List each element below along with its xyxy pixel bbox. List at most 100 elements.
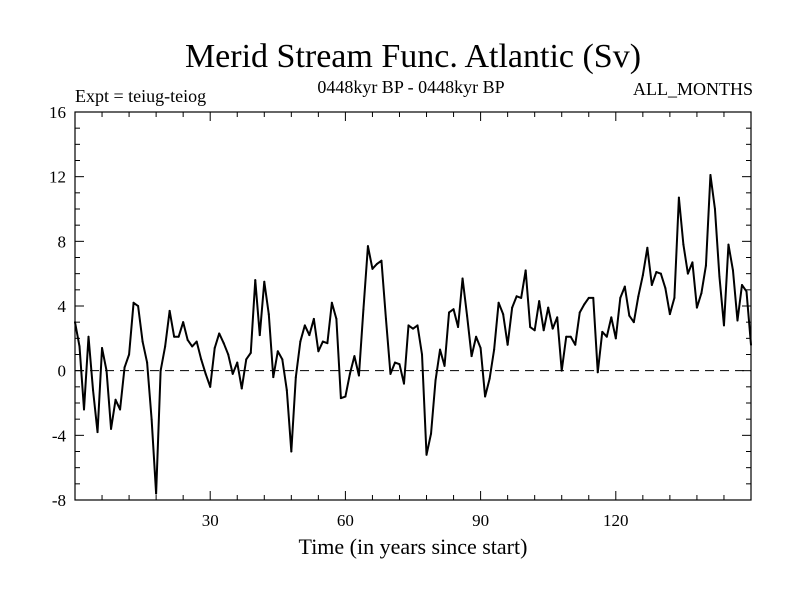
data-point bbox=[380, 259, 383, 262]
data-point bbox=[267, 313, 270, 316]
data-point bbox=[398, 363, 401, 366]
data-point bbox=[628, 314, 631, 317]
data-point bbox=[132, 301, 135, 304]
data-point bbox=[704, 264, 707, 267]
data-point bbox=[641, 274, 644, 277]
data-point bbox=[506, 343, 509, 346]
data-point bbox=[155, 492, 158, 495]
data-point bbox=[637, 295, 640, 298]
data-point bbox=[231, 372, 234, 375]
data-point bbox=[709, 174, 712, 177]
y-tick-label: -8 bbox=[52, 491, 66, 510]
data-point bbox=[466, 314, 469, 317]
data-point bbox=[213, 347, 216, 350]
data-point bbox=[218, 332, 221, 335]
data-point bbox=[362, 308, 365, 311]
x-tick-label: 60 bbox=[337, 511, 354, 530]
data-point bbox=[317, 350, 320, 353]
data-point bbox=[605, 335, 608, 338]
data-point bbox=[222, 342, 225, 345]
data-point bbox=[542, 329, 545, 332]
chart-subtitle-left: Expt = teiug-teiog bbox=[75, 86, 206, 106]
data-point bbox=[632, 321, 635, 324]
data-point bbox=[186, 338, 189, 341]
data-point bbox=[299, 340, 302, 343]
data-point bbox=[137, 305, 140, 307]
data-point bbox=[524, 269, 527, 272]
data-point bbox=[452, 308, 455, 311]
y-tick-label: -4 bbox=[52, 426, 67, 445]
data-point bbox=[731, 269, 734, 272]
x-axis-label: Time (in years since start) bbox=[299, 534, 528, 559]
data-point bbox=[538, 300, 541, 303]
data-point bbox=[551, 327, 554, 330]
data-point bbox=[484, 395, 487, 398]
data-point bbox=[123, 366, 126, 369]
data-point bbox=[511, 306, 514, 309]
data-point bbox=[520, 296, 523, 299]
y-tick-label: 4 bbox=[58, 297, 67, 316]
data-point bbox=[371, 267, 374, 270]
data-point bbox=[83, 408, 86, 411]
data-point bbox=[150, 418, 153, 421]
data-point bbox=[722, 324, 725, 327]
data-point bbox=[614, 337, 617, 340]
data-point bbox=[569, 335, 572, 338]
data-point bbox=[493, 348, 496, 351]
data-point bbox=[677, 196, 680, 199]
data-point bbox=[578, 311, 581, 314]
data-point bbox=[384, 317, 387, 320]
data-point bbox=[141, 340, 144, 343]
data-point bbox=[105, 369, 108, 372]
data-point bbox=[290, 450, 293, 453]
y-tick-label: 0 bbox=[58, 362, 67, 381]
data-point bbox=[254, 279, 257, 282]
data-point bbox=[303, 324, 306, 327]
data-point bbox=[272, 376, 275, 379]
data-point bbox=[182, 321, 185, 324]
data-point bbox=[691, 261, 694, 264]
data-point bbox=[587, 296, 590, 299]
data-point bbox=[596, 371, 599, 374]
data-point bbox=[159, 369, 162, 372]
data-point bbox=[114, 398, 117, 401]
data-point bbox=[686, 272, 689, 275]
data-point bbox=[497, 301, 500, 304]
data-point bbox=[565, 335, 568, 338]
data-point bbox=[294, 376, 297, 379]
data-point bbox=[700, 292, 703, 295]
data-point bbox=[227, 353, 230, 356]
data-point bbox=[475, 335, 478, 338]
chart-title: Merid Stream Func. Atlantic (Sv) bbox=[185, 38, 641, 75]
data-point bbox=[515, 295, 518, 298]
y-tick-label: 12 bbox=[49, 168, 66, 187]
data-point bbox=[276, 350, 279, 353]
data-point bbox=[583, 303, 586, 306]
data-point bbox=[321, 340, 324, 343]
data-point bbox=[326, 342, 329, 345]
data-point bbox=[339, 397, 342, 400]
data-point bbox=[650, 283, 653, 286]
data-point bbox=[177, 335, 180, 338]
data-point bbox=[421, 353, 424, 356]
data-point bbox=[92, 389, 95, 392]
data-point bbox=[101, 347, 104, 350]
data-point bbox=[353, 355, 356, 358]
data-point bbox=[281, 358, 284, 361]
data-point bbox=[195, 340, 198, 343]
y-axis-ticks: -8 -4 0 4 8 12 16 bbox=[49, 103, 751, 510]
data-point bbox=[258, 334, 261, 337]
plot-frame bbox=[74, 111, 752, 501]
data-point bbox=[173, 335, 176, 338]
data-point bbox=[209, 385, 212, 388]
data-point bbox=[285, 389, 288, 392]
data-point bbox=[146, 361, 149, 364]
data-point bbox=[110, 427, 113, 430]
data-point bbox=[718, 275, 721, 278]
data-point bbox=[610, 316, 613, 319]
data-point bbox=[407, 324, 410, 327]
data-point bbox=[168, 309, 171, 312]
data-point bbox=[682, 243, 685, 246]
data-point bbox=[479, 347, 482, 350]
